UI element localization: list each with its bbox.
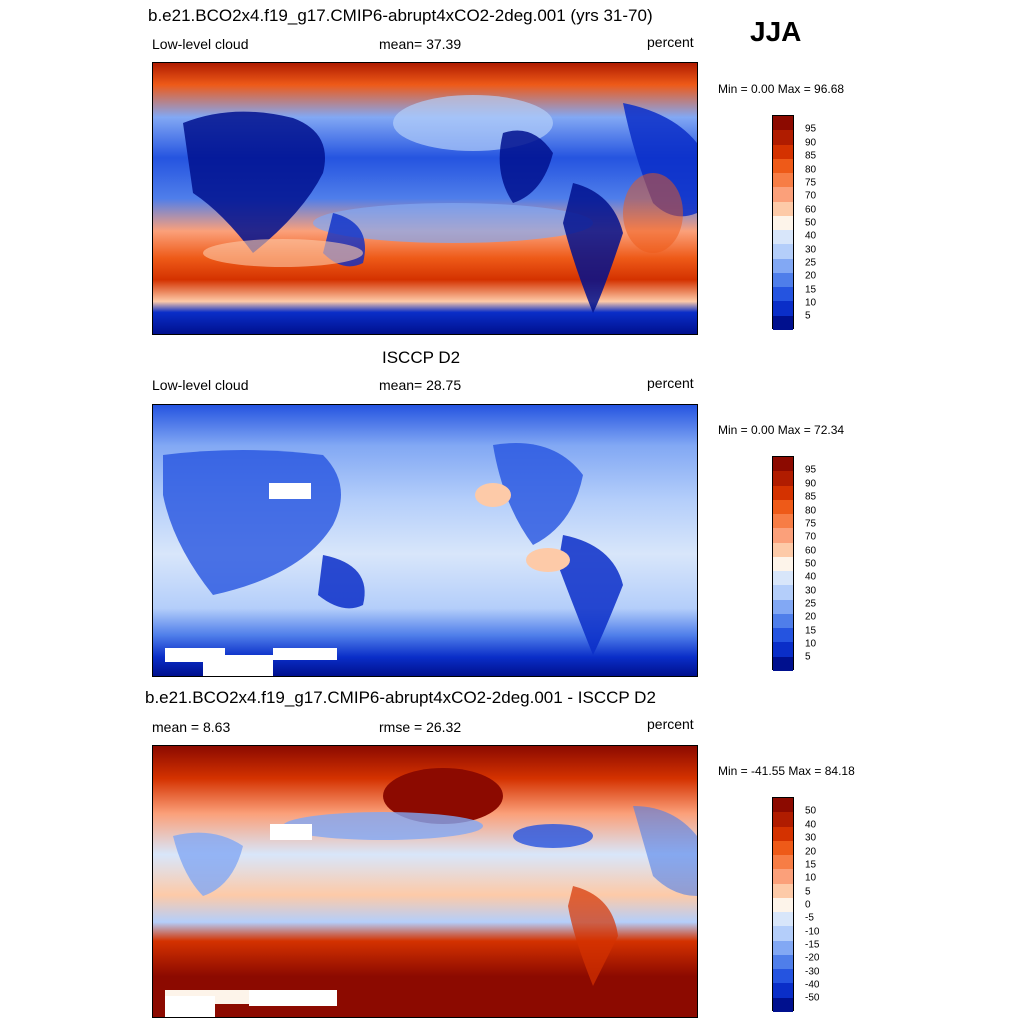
tick: 20 <box>805 611 817 623</box>
tick: -5 <box>805 912 814 924</box>
panel1-minmax: Min = 0.00 Max = 96.68 <box>718 82 845 96</box>
panel2-mean-label: mean= 28.75 <box>379 377 462 393</box>
tick: 85 <box>805 491 817 503</box>
panel2-map-svg <box>153 405 697 676</box>
panel1-mean-label: mean= 37.39 <box>379 36 462 52</box>
tick: -15 <box>805 939 820 951</box>
tick: 40 <box>805 571 817 583</box>
tick: 70 <box>805 531 817 543</box>
panel3-units-label: percent <box>647 716 694 732</box>
tick: 30 <box>805 832 817 844</box>
panel3-minmax: Min = -41.55 Max = 84.18 <box>718 764 855 778</box>
tick: 50 <box>805 805 817 817</box>
panel1-title: b.e21.BCO2x4.f19_g17.CMIP6-abrupt4xCO2-2… <box>148 6 653 25</box>
tick: 40 <box>805 819 817 830</box>
panel2-title: ISCCP D2 <box>382 348 461 367</box>
tick: -40 <box>805 979 820 991</box>
tick: 15 <box>805 859 817 871</box>
tick: 10 <box>805 638 817 650</box>
tick: -30 <box>805 966 820 977</box>
tick: 25 <box>805 257 817 269</box>
tick: 90 <box>805 478 817 489</box>
panel3-rmse-label: rmse = 26.32 <box>379 719 462 735</box>
panel2-minmax: Min = 0.00 Max = 72.34 <box>718 423 845 437</box>
panel2-units-label: percent <box>647 375 694 391</box>
tick: 75 <box>805 177 817 189</box>
tick: 70 <box>805 190 817 202</box>
tick: 50 <box>805 217 817 229</box>
tick: 80 <box>805 164 817 175</box>
tick: 20 <box>805 270 817 282</box>
tick: 10 <box>805 872 817 884</box>
tick: 90 <box>805 137 817 148</box>
tick: 75 <box>805 518 817 530</box>
tick: 95 <box>805 123 817 135</box>
tick: -20 <box>805 952 820 964</box>
tick: 50 <box>805 558 817 570</box>
panel1-colorbar <box>772 115 794 330</box>
tick: 20 <box>805 846 817 857</box>
panel1-map <box>152 62 698 335</box>
tick: 5 <box>805 886 811 897</box>
tick: 5 <box>805 651 811 663</box>
panel2-map <box>152 404 698 677</box>
tick: 15 <box>805 284 817 295</box>
panel3-map-svg <box>153 746 697 1017</box>
panel3-title: b.e21.BCO2x4.f19_g17.CMIP6-abrupt4xCO2-2… <box>145 688 656 707</box>
panel2-colorbar <box>772 456 794 671</box>
tick: 60 <box>805 545 817 556</box>
tick: 10 <box>805 297 817 309</box>
panel1-map-svg <box>153 63 697 334</box>
tick: 5 <box>805 310 811 322</box>
tick: -50 <box>805 992 820 1004</box>
tick: -10 <box>805 926 820 937</box>
tick: 25 <box>805 598 817 610</box>
tick: 0 <box>805 899 811 911</box>
season-label: JJA <box>750 16 802 47</box>
tick: 15 <box>805 625 817 636</box>
tick: 40 <box>805 230 817 242</box>
panel3-mean-label: mean = 8.63 <box>152 719 231 735</box>
panel1-units-label: percent <box>647 34 694 50</box>
panel3-colorbar <box>772 797 794 1012</box>
tick: 95 <box>805 464 817 476</box>
tick: 30 <box>805 244 817 255</box>
tick: 80 <box>805 505 817 516</box>
panel2-left-label: Low-level cloud <box>152 377 249 393</box>
tick: 85 <box>805 150 817 162</box>
panel3-map <box>152 745 698 1018</box>
tick: 60 <box>805 204 817 215</box>
tick: 30 <box>805 585 817 596</box>
panel1-left-label: Low-level cloud <box>152 36 249 52</box>
